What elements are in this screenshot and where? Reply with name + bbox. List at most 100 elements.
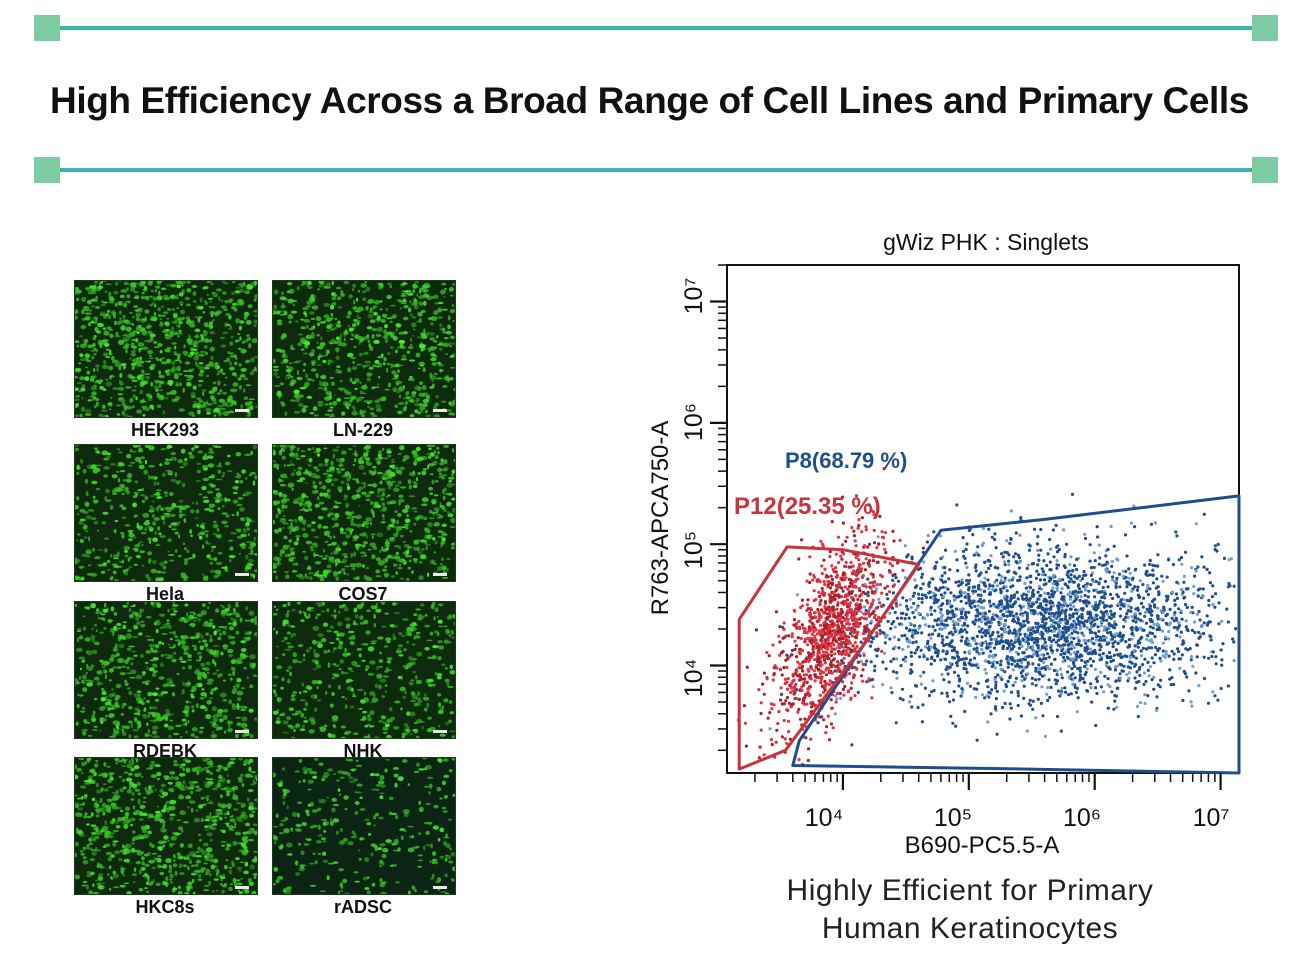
scatter-point [829,625,833,629]
scatter-point [871,584,875,588]
scatter-point [895,676,899,680]
scatter-point [1027,589,1031,594]
scatter-point [1156,585,1160,589]
scatter-point [899,616,903,620]
scatter-point [890,691,894,695]
scatter-point [831,607,835,611]
scatter-point [999,591,1003,595]
scatter-point [1135,704,1139,708]
scatter-point [826,657,830,661]
scatter-point [777,634,781,638]
scatter-point [929,608,933,612]
scatter-point [1201,595,1205,599]
scatter-point [771,643,775,647]
scatter-point [909,694,913,698]
scatter-point [818,594,822,599]
scatter-point [947,577,951,581]
x-tick-label: 10⁴ [805,804,844,832]
scatter-point [888,570,893,574]
scatter-point [1008,702,1012,706]
scatter-point [1138,673,1142,677]
scatter-point [849,615,853,620]
scatter-point [1094,686,1098,690]
scatter-point [920,631,924,635]
scatter-point [827,631,831,635]
scatter-point [883,560,887,564]
scatter-point [1130,589,1134,593]
scatter-point [1055,545,1059,549]
scatter-point [1030,682,1034,686]
scatter-point [826,638,830,642]
scatter-point [977,574,981,578]
scatter-point [940,634,944,638]
scatter-point [1170,649,1174,653]
scatter-point [1002,614,1006,618]
scatter-point [1232,640,1236,644]
scatter-point [1074,589,1078,593]
scatter-point [972,638,977,642]
scatter-point [963,650,967,654]
scatter-point [1213,547,1217,552]
scatter-point [1050,639,1054,643]
scatter-point [1082,569,1086,574]
scatter-point [976,681,980,685]
scatter-point [975,687,979,691]
scatter-point [1025,576,1029,580]
scatter-point [1005,589,1009,593]
scatter-point [999,609,1003,613]
scatter-point [819,681,823,685]
scatter-point [1027,606,1031,610]
scatter-point [886,597,890,601]
scatter-point [901,611,905,615]
scatter-point [1068,597,1072,601]
scatter-point [1170,590,1174,594]
scatter-point [939,603,943,607]
scatter-point [949,605,953,609]
scatter-point [1006,603,1010,607]
scatter-point [989,554,993,558]
scatter-point [1190,628,1195,632]
scatter-point [871,575,875,579]
scatter-point [806,690,810,694]
scatter-point [1101,601,1105,605]
scatter-point [1066,593,1070,597]
scatter-point [1110,564,1114,568]
scatter-point [982,599,986,603]
scatter-point [1140,654,1144,658]
scatter-point [838,637,842,641]
scatter-point [891,670,896,674]
scatter-point [857,586,861,591]
scatter-point [805,702,809,706]
scatter-point [1034,678,1038,682]
scatter-point [949,630,953,634]
scatter-point [792,678,796,682]
scatter-point [792,623,796,627]
scatter-point [1003,701,1007,706]
scatter-point [995,689,999,693]
scatter-point [825,725,829,729]
scatter-point [1191,664,1195,668]
scatter-point [892,539,896,543]
scatter-point [1051,603,1056,607]
scatter-point [1008,599,1012,603]
scatter-point [1017,560,1022,564]
scatter-point [841,615,845,619]
scatter-point [879,604,883,608]
scatter-point [933,628,937,632]
scatter-point [1101,585,1105,590]
scatter-point [936,649,940,653]
scatter-point [912,601,916,606]
scatter-point [816,668,820,672]
scatter-point [987,609,991,613]
scatter-point [992,660,996,664]
scatter-point [1005,539,1009,543]
scatter-point [995,660,999,665]
scatter-point [810,632,814,636]
scatter-point [955,503,959,507]
scatter-point [1067,580,1071,584]
scatter-point [986,685,990,689]
scatter-point [783,737,787,741]
scatter-point [792,692,796,696]
scatter-point [782,666,786,670]
scatter-point [780,702,784,706]
